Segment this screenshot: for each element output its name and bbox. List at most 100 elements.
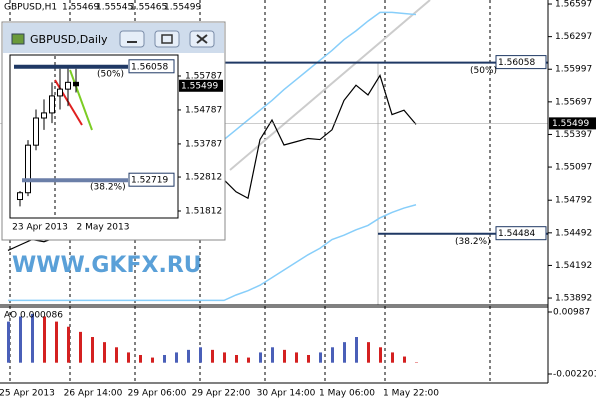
y-tick-label: 1.52812 — [185, 173, 222, 183]
ao-bar — [139, 354, 142, 363]
ao-bar — [31, 313, 34, 363]
y-tick-label: 1.56297 — [555, 32, 592, 42]
ao-bar — [307, 354, 310, 363]
level-label: (38.2%) — [90, 183, 126, 193]
ao-bar — [91, 337, 94, 363]
ao-bar — [259, 352, 262, 363]
level-label: (50%) — [470, 66, 497, 76]
time-label: 26 Apr 14:00 — [64, 389, 123, 399]
ao-pane — [7, 313, 418, 363]
ao-bar — [43, 316, 46, 363]
ao-bar — [211, 349, 214, 363]
ao-bar — [223, 352, 226, 363]
y-tick-label: 1.54787 — [185, 105, 222, 115]
time-label: 1 May 06:00 — [319, 389, 375, 399]
watermark: WWW.GKFX.RU — [12, 253, 202, 278]
level-label: (50%) — [97, 69, 124, 79]
fib-arrow — [69, 69, 93, 131]
ao-bar — [7, 321, 10, 363]
candle-body — [49, 95, 55, 114]
last-price-box — [179, 79, 223, 92]
ao-bar — [151, 357, 154, 363]
y-tick-label: 1.56597 — [555, 0, 592, 10]
ao-bar — [355, 337, 358, 363]
maximize-button[interactable] — [154, 30, 180, 48]
y-tick-label: 1.55697 — [555, 97, 592, 107]
ao-bar — [235, 354, 238, 363]
ohlc: 1.55469 — [62, 3, 99, 13]
close-icon — [196, 34, 208, 44]
ao-bar — [163, 354, 166, 363]
ohlc: 1.55545 — [96, 3, 133, 13]
level-price: 1.52719 — [131, 176, 168, 186]
candle-body — [73, 81, 79, 87]
ohlc: 1.55465 — [130, 3, 167, 13]
ao-bar — [115, 347, 118, 363]
ao-bar — [283, 349, 286, 363]
y-tick-label: -0.002201 — [553, 370, 596, 380]
lower-band — [8, 204, 417, 302]
ao-bar — [199, 347, 202, 363]
y-tick-label: 1.55397 — [555, 130, 592, 140]
level-price: 1.56058 — [131, 62, 168, 72]
window-icon — [11, 33, 25, 45]
time-label: 1 May 22:00 — [383, 389, 439, 399]
level-box — [128, 172, 175, 187]
candle-body — [25, 144, 31, 194]
y-tick-label: 1.53787 — [185, 139, 222, 149]
ao-bar — [295, 352, 298, 363]
last-price: 1.55499 — [552, 119, 589, 129]
time-label: 2 May 2013 — [77, 223, 130, 233]
channel-line — [229, 0, 431, 171]
candle-body — [57, 88, 63, 97]
last-price-box — [549, 117, 596, 130]
y-tick-label: 1.54492 — [555, 228, 592, 238]
ohlc: 1.55499 — [164, 3, 201, 13]
ao-bar — [67, 326, 70, 363]
y-tick-label: 1.55097 — [555, 163, 592, 173]
ao-bar — [379, 347, 382, 363]
ao-bar — [271, 347, 274, 363]
level-box — [495, 55, 547, 70]
time-label: 29 Apr 22:00 — [192, 389, 251, 399]
y-tick-label: 1.54792 — [555, 196, 592, 206]
ao-bar — [79, 331, 82, 363]
ao-bar — [367, 342, 370, 363]
time-label: 30 Apr 14:00 — [257, 389, 316, 399]
candle-body — [65, 81, 71, 90]
time-label: 29 Apr 06:00 — [128, 389, 187, 399]
ao-bar — [187, 349, 190, 363]
level-box — [128, 59, 175, 74]
last-price: 1.55499 — [181, 81, 218, 91]
ao-bar — [391, 352, 394, 363]
level-label: (38.2%) — [455, 237, 491, 247]
candle-body — [33, 117, 39, 146]
ao-bar — [403, 356, 406, 363]
candle-body — [17, 192, 23, 201]
y-tick-label: 0.00987 — [553, 307, 590, 317]
y-tick-label: 1.51812 — [185, 207, 222, 217]
y-tick-label: 1.55997 — [555, 65, 592, 75]
daily-window: GBPUSD,Daily 1.55787 1.54787 1.53787 1.5281… — [1, 21, 226, 241]
ao-title: AO — [4, 311, 17, 321]
title-bar — [3, 23, 224, 53]
ao-bar — [127, 352, 130, 363]
time-label: 23 Apr 2013 — [12, 223, 68, 233]
y-tick-label: 1.53892 — [555, 294, 592, 304]
ao-value: 0.000086 — [20, 311, 63, 321]
level-box — [495, 226, 547, 241]
ao-bar — [343, 342, 346, 363]
minimize-button[interactable] — [119, 30, 145, 48]
ao-bar — [55, 321, 58, 363]
maximize-icon — [161, 34, 173, 44]
y-tick-label: 1.54192 — [555, 261, 592, 271]
y-tick-label: 1.55787 — [185, 71, 222, 81]
ao-bar — [19, 316, 22, 363]
ao-bar — [331, 347, 334, 363]
level-price: 1.56058 — [498, 58, 535, 68]
ao-bar — [319, 352, 322, 363]
time-label: 25 Apr 2013 — [0, 389, 55, 399]
ao-bar — [247, 357, 250, 363]
ao-bar — [103, 342, 106, 363]
